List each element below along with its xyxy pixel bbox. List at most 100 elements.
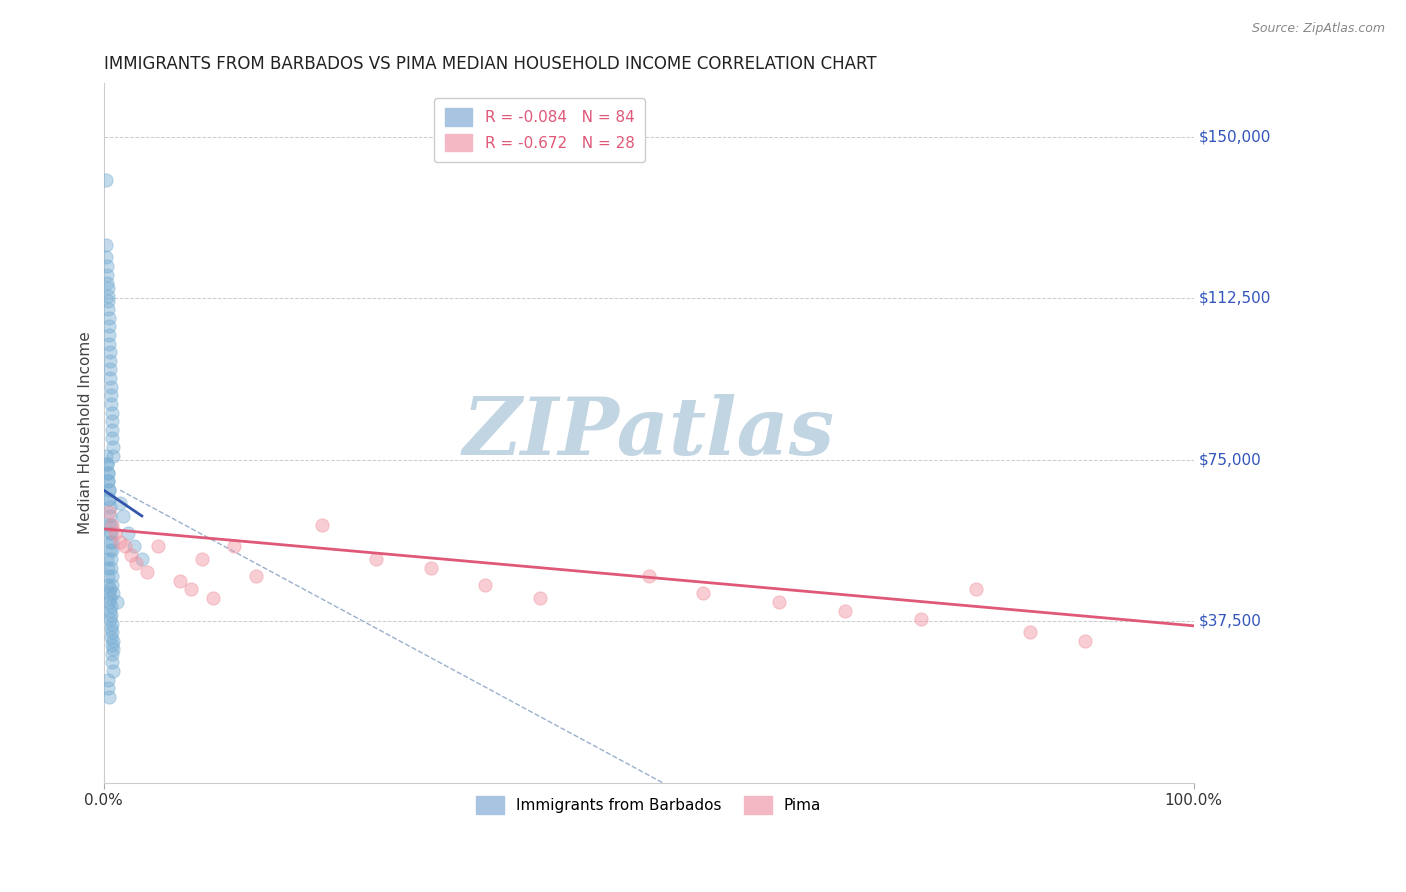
Point xyxy=(97,475,120,489)
Point xyxy=(101,586,124,600)
Point xyxy=(96,552,118,566)
Text: $37,500: $37,500 xyxy=(1199,614,1263,629)
Point xyxy=(100,388,122,402)
Point xyxy=(834,604,856,618)
Point xyxy=(98,534,121,549)
Point xyxy=(311,517,333,532)
Point xyxy=(96,457,118,471)
Point xyxy=(474,578,496,592)
Point xyxy=(117,526,139,541)
Point xyxy=(98,591,121,605)
Point xyxy=(98,336,121,351)
Text: Source: ZipAtlas.com: Source: ZipAtlas.com xyxy=(1251,22,1385,36)
Point xyxy=(94,237,117,252)
Text: ZIPatlas: ZIPatlas xyxy=(463,394,835,472)
Point xyxy=(101,578,124,592)
Point xyxy=(97,690,120,704)
Point xyxy=(96,449,118,463)
Point xyxy=(100,543,122,558)
Point xyxy=(100,406,122,420)
Point xyxy=(96,457,118,471)
Point xyxy=(100,397,122,411)
Point xyxy=(101,440,124,454)
Point xyxy=(96,466,118,480)
Point xyxy=(98,604,121,618)
Point xyxy=(101,633,124,648)
Point xyxy=(97,483,120,497)
Point xyxy=(97,310,120,325)
Point xyxy=(108,534,131,549)
Point xyxy=(112,508,135,523)
Point xyxy=(97,586,120,600)
Point xyxy=(97,293,120,308)
Point xyxy=(965,582,987,597)
Point xyxy=(637,569,659,583)
Point xyxy=(98,612,121,626)
Point xyxy=(97,475,120,489)
Point xyxy=(98,328,121,343)
Point xyxy=(98,362,121,376)
Point xyxy=(97,483,120,497)
Point xyxy=(114,539,136,553)
Point xyxy=(98,491,121,506)
Point xyxy=(101,414,124,428)
Point xyxy=(100,552,122,566)
Point xyxy=(180,582,202,597)
Point xyxy=(169,574,191,588)
Point xyxy=(98,354,121,368)
Point xyxy=(366,552,388,566)
Point xyxy=(96,251,118,265)
Point xyxy=(96,280,118,294)
Point xyxy=(529,591,551,605)
Point xyxy=(98,500,121,515)
Point xyxy=(100,560,122,574)
Point xyxy=(201,591,224,605)
Point xyxy=(98,595,121,609)
Point xyxy=(100,608,122,623)
Point xyxy=(101,534,124,549)
Text: $75,000: $75,000 xyxy=(1199,452,1261,467)
Point xyxy=(103,526,125,541)
Point xyxy=(94,173,117,187)
Point xyxy=(100,621,122,635)
Point xyxy=(101,647,124,661)
Point xyxy=(98,505,121,519)
Point xyxy=(96,268,118,282)
Point xyxy=(97,569,120,583)
Point xyxy=(97,681,120,696)
Point xyxy=(101,616,124,631)
Point xyxy=(101,664,124,678)
Point xyxy=(122,539,145,553)
Point xyxy=(97,319,120,334)
Point xyxy=(101,656,124,670)
Point xyxy=(148,539,170,553)
Point xyxy=(100,380,122,394)
Point xyxy=(101,449,124,463)
Point xyxy=(101,543,124,558)
Point xyxy=(136,565,159,579)
Point xyxy=(120,548,142,562)
Point xyxy=(97,302,120,317)
Point xyxy=(101,423,124,437)
Text: IMMIGRANTS FROM BARBADOS VS PIMA MEDIAN HOUSEHOLD INCOME CORRELATION CHART: IMMIGRANTS FROM BARBADOS VS PIMA MEDIAN … xyxy=(104,55,876,73)
Y-axis label: Median Household Income: Median Household Income xyxy=(79,332,93,534)
Point xyxy=(98,491,121,506)
Point xyxy=(692,586,714,600)
Point xyxy=(100,371,122,385)
Point xyxy=(1019,625,1042,640)
Point xyxy=(1073,633,1095,648)
Point xyxy=(100,569,122,583)
Point xyxy=(910,612,932,626)
Point xyxy=(224,539,246,553)
Point xyxy=(96,259,118,273)
Point xyxy=(125,557,148,571)
Point xyxy=(191,552,214,566)
Point xyxy=(98,517,121,532)
Point xyxy=(98,526,121,541)
Point xyxy=(96,466,118,480)
Point xyxy=(100,526,122,541)
Point xyxy=(768,595,790,609)
Point xyxy=(105,595,128,609)
Point xyxy=(98,508,121,523)
Point xyxy=(100,599,122,614)
